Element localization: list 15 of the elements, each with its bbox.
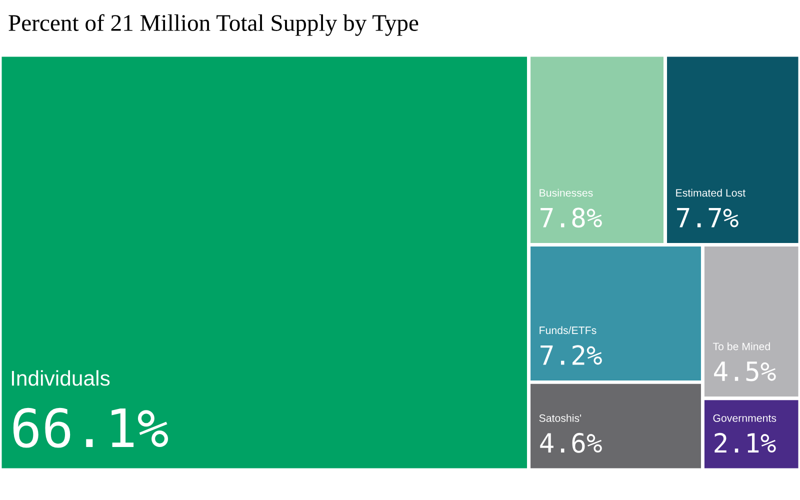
data-label: 7.8% xyxy=(540,208,602,228)
category-label: Businesses xyxy=(540,188,593,197)
data-label: 7.7% xyxy=(677,208,738,228)
category-label: Satoshis' xyxy=(539,414,582,422)
category-label: Estimated Lost xyxy=(676,188,746,197)
category-label: Governments xyxy=(713,414,776,422)
data-label: 7.2% xyxy=(540,345,602,365)
category-label: To be Mined xyxy=(712,342,770,350)
text: Percent of 21 Million Total Supply by Type xyxy=(8,14,418,36)
category-label: Individuals xyxy=(12,370,110,386)
data-label: 66.1% xyxy=(13,408,168,448)
data-label: 4.6% xyxy=(540,432,602,453)
data-label: 4.5% xyxy=(714,362,776,382)
category-label: Funds/ETFs xyxy=(540,326,596,334)
data-label: 2.1% xyxy=(714,432,776,453)
